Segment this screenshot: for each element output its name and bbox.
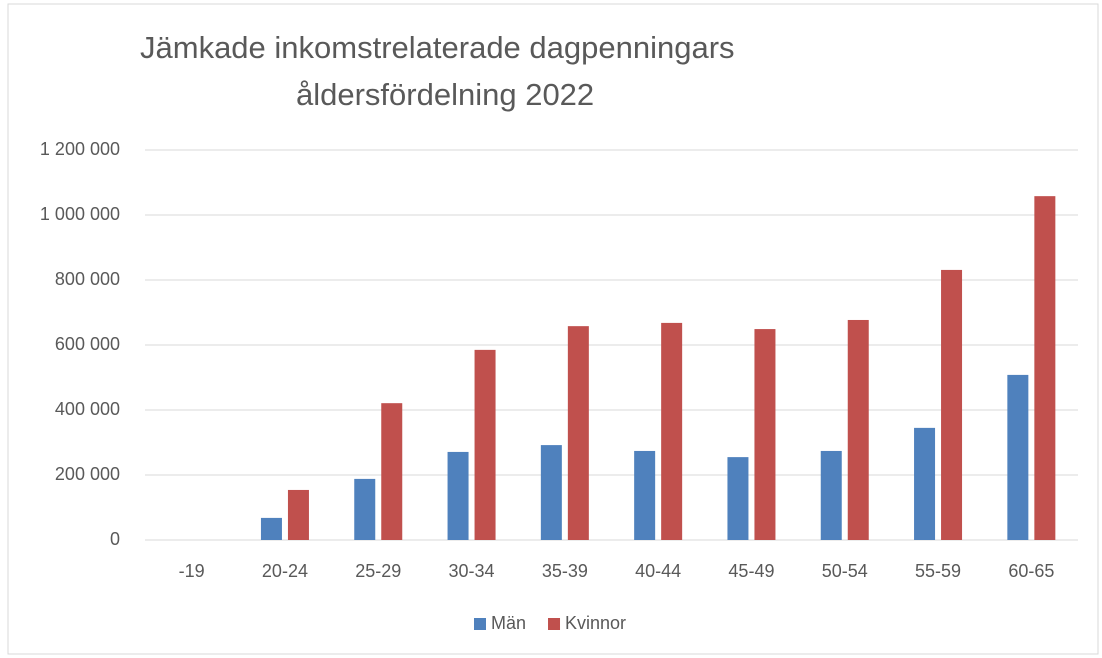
- bar: [820, 450, 842, 540]
- x-tick-label: 50-54: [822, 561, 868, 581]
- bar: [540, 445, 562, 540]
- bar: [634, 450, 656, 540]
- y-tick-label: 800 000: [55, 269, 120, 289]
- y-tick-label: 0: [110, 529, 120, 549]
- bar: [941, 269, 963, 540]
- legend-swatch: [474, 618, 486, 630]
- x-tick-label: 40-44: [635, 561, 681, 581]
- bar: [847, 319, 869, 540]
- bar: [260, 517, 282, 540]
- bar: [754, 329, 776, 540]
- bar: [1034, 196, 1056, 540]
- chart-frame: [7, 3, 1099, 655]
- legend-label: Kvinnor: [565, 613, 626, 633]
- bar: [567, 326, 589, 540]
- y-tick-label: 200 000: [55, 464, 120, 484]
- y-tick-label: 600 000: [55, 334, 120, 354]
- chart-title: åldersfördelning 2022: [296, 77, 594, 112]
- bar: [727, 457, 749, 540]
- x-tick-label: 30-34: [449, 561, 495, 581]
- x-tick-label: 60-65: [1008, 561, 1054, 581]
- bar: [474, 349, 496, 540]
- bar: [447, 451, 469, 540]
- x-tick-label: 45-49: [728, 561, 774, 581]
- x-tick-label: 25-29: [355, 561, 401, 581]
- bar: [287, 489, 309, 540]
- x-tick-label: 35-39: [542, 561, 588, 581]
- y-tick-label: 400 000: [55, 399, 120, 419]
- chart-title: Jämkade inkomstrelaterade dagpenningars: [140, 30, 735, 65]
- bar: [1007, 374, 1029, 540]
- bar: [354, 478, 376, 540]
- y-tick-label: 1 000 000: [40, 204, 120, 224]
- bar: [381, 403, 403, 540]
- x-tick-label: -19: [179, 561, 205, 581]
- x-tick-label: 20-24: [262, 561, 308, 581]
- bar: [661, 322, 683, 540]
- legend-swatch: [548, 618, 561, 630]
- y-tick-label: 1 200 000: [40, 139, 120, 159]
- x-tick-label: 55-59: [915, 561, 961, 581]
- legend-label: Män: [491, 613, 526, 633]
- bar: [914, 427, 936, 540]
